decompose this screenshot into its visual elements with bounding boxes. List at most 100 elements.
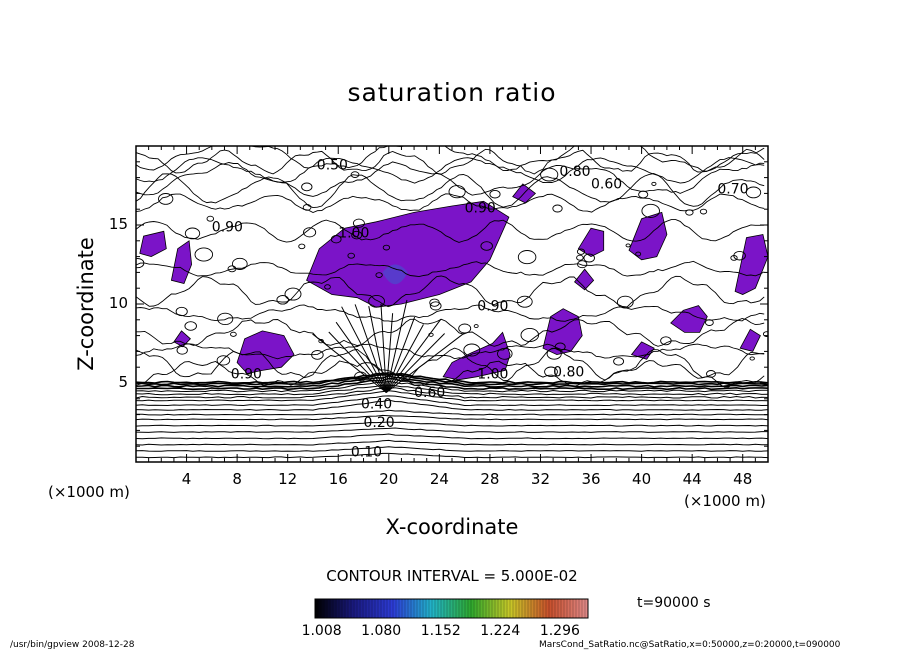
contour-line [380, 303, 387, 393]
supersaturated-region [306, 200, 510, 308]
contour-line [641, 203, 660, 218]
footer-source: MarsCond_SatRatio.nc@SatRatio,x=0:50000,… [539, 640, 841, 650]
y-tick-label: 15 [108, 215, 128, 233]
x-tick-label: 24 [429, 470, 449, 488]
contour-line [428, 332, 434, 337]
contour-line [136, 318, 765, 347]
contour-line [136, 304, 765, 323]
contour-line [230, 331, 237, 337]
x-tick-label: 20 [379, 470, 399, 488]
x-tick-label: 36 [581, 470, 601, 488]
contour-line [382, 244, 391, 251]
colorbar-tick-label: 1.008 [301, 623, 342, 639]
x-tick-label: 16 [328, 470, 348, 488]
supersaturated-region [173, 330, 191, 348]
contour-line [347, 252, 355, 259]
contour-line [311, 350, 324, 360]
contour-value-label: 0.90 [477, 298, 508, 314]
contour-line [136, 258, 145, 269]
contour-line [429, 298, 440, 307]
contour-value-label: 0.90 [465, 200, 496, 216]
contour-line [184, 227, 201, 240]
contour-line [330, 235, 342, 244]
contour-line [136, 427, 768, 433]
contour-line [194, 247, 214, 262]
contour-line [136, 384, 768, 396]
contour-line [175, 306, 188, 317]
contour-line [660, 336, 672, 346]
supersaturated-region [630, 341, 655, 360]
contour-line [385, 333, 445, 393]
contour-line [136, 439, 768, 446]
contour-line [136, 275, 765, 308]
x-tick-label: 44 [682, 470, 702, 488]
y-tick-label: 5 [118, 373, 128, 391]
contour-line [745, 186, 762, 199]
contour-line [517, 250, 537, 265]
contour-line [136, 377, 768, 391]
contour-line [136, 360, 765, 388]
contour-line [136, 173, 765, 209]
z-unit-label: (×1000 m) [48, 483, 130, 501]
contour-line [552, 204, 563, 213]
contour-field: 0.100.200.400.600.50 0.800.60 0.700.900.90… [136, 146, 768, 461]
supersaturated-region [577, 227, 605, 258]
contour-line [749, 356, 755, 361]
contour-line [136, 343, 765, 360]
x-tick-label: 28 [480, 470, 500, 488]
contour-line [341, 306, 387, 393]
colorbar-tick-label: 1.080 [361, 623, 402, 639]
contour-line [368, 305, 387, 393]
contour-line [385, 318, 442, 393]
contour-line [350, 171, 360, 178]
contour-line [385, 299, 408, 393]
contour-line [705, 319, 714, 326]
contour-line [352, 218, 365, 228]
contour-line [136, 380, 768, 393]
contour-line [276, 295, 289, 305]
supersaturated-region [542, 308, 583, 356]
contour-interval-note: CONTOUR INTERVAL = 5.000E-02 [326, 567, 578, 585]
contour-value-label: 0.20 [364, 415, 395, 431]
time-label: t=90000 s [637, 595, 711, 611]
contour-line [298, 243, 306, 250]
contour-line [136, 409, 768, 416]
contour-line [136, 161, 765, 197]
contour-line [583, 253, 595, 263]
contour-line [136, 446, 768, 452]
contour-line [613, 357, 625, 366]
contour-line [136, 421, 768, 427]
contour-line [136, 219, 765, 243]
contour-line [368, 294, 385, 308]
x-tick-label: 32 [530, 470, 551, 488]
contour-line [136, 375, 768, 388]
contour-value-label: 0.90 [231, 366, 262, 382]
supersaturated-core [382, 264, 408, 285]
contour-line [480, 241, 493, 251]
contour-line [227, 265, 237, 273]
footer-program: /usr/bin/gpview 2008-12-28 [10, 640, 135, 650]
contour-line [318, 338, 324, 344]
contour-line [284, 287, 302, 301]
contour-value-label: 0.10 [351, 445, 382, 461]
contour-line [516, 295, 533, 308]
supersaturated-region [236, 330, 295, 374]
contour-line [685, 209, 694, 216]
contour-line [625, 243, 631, 248]
colorbar [314, 598, 589, 619]
contour-line [489, 189, 501, 199]
contour-line [616, 295, 634, 309]
contour-line [546, 348, 562, 360]
contour-line [136, 372, 768, 384]
contour-line [217, 312, 234, 326]
contour-line [136, 452, 768, 459]
contour-line [385, 316, 416, 393]
x-unit-label: (×1000 m) [684, 492, 766, 510]
colorbar-tick-label: 1.224 [480, 623, 521, 639]
contour-line [136, 395, 768, 407]
contour-line [302, 204, 312, 211]
x-tick-label: 40 [632, 470, 652, 488]
contour-line [136, 387, 768, 399]
contour-value-label: 1.00 [477, 366, 508, 382]
